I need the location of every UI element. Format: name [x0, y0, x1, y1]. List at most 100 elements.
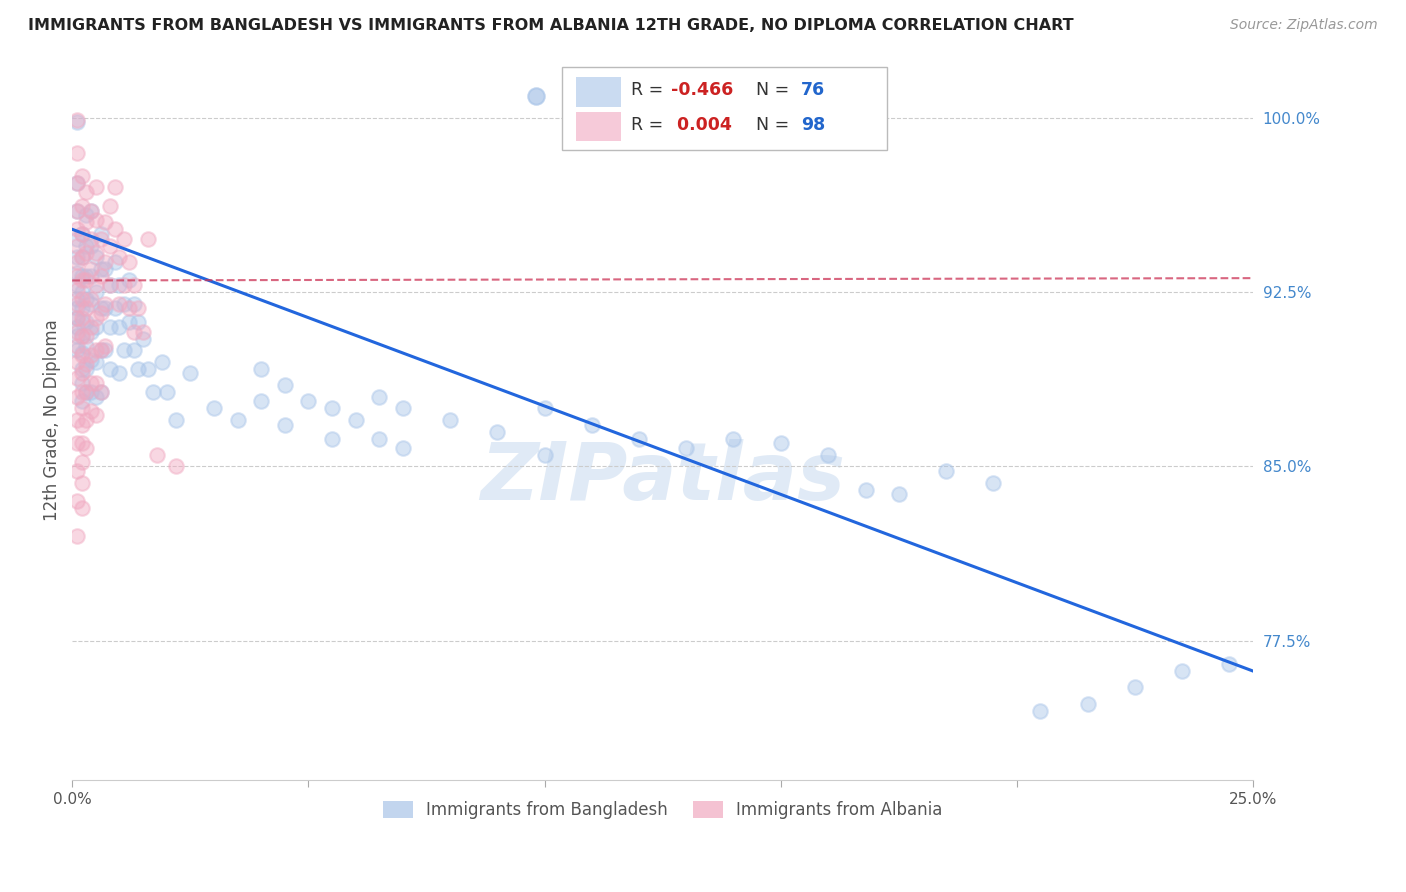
Point [66, 296, 89, 310]
Point [66, 203, 89, 218]
Point [122, 296, 145, 310]
Point [66, 292, 89, 306]
Point [321, 401, 343, 416]
Point [132, 332, 155, 346]
Point [75, 329, 97, 343]
Point [80, 385, 103, 400]
Point [75, 301, 97, 316]
Point [127, 315, 149, 329]
Point [98, 278, 121, 293]
Point [80, 352, 103, 367]
Point [817, 448, 839, 462]
Point [226, 413, 249, 427]
Text: R =: R = [631, 116, 668, 134]
Point [70, 401, 93, 416]
Point [769, 436, 792, 450]
Point [80, 268, 103, 283]
Point [66, 238, 89, 252]
Point [66, 338, 89, 352]
Point [136, 361, 159, 376]
Point [84, 390, 107, 404]
Point [344, 413, 367, 427]
Point [66, 464, 89, 478]
Point [66, 413, 89, 427]
Point [94, 261, 117, 276]
Point [627, 432, 650, 446]
Point [80, 203, 103, 218]
Point [533, 448, 555, 462]
Point [75, 292, 97, 306]
Point [108, 250, 131, 264]
Point [70, 250, 93, 264]
Point [90, 306, 112, 320]
Point [70, 385, 93, 400]
Point [90, 232, 112, 246]
Point [75, 441, 97, 455]
Point [66, 355, 89, 369]
Point [66, 310, 89, 325]
Point [66, 255, 89, 269]
Point [66, 283, 89, 297]
Point [70, 227, 93, 241]
Point [118, 301, 141, 316]
Point [70, 285, 93, 299]
Point [70, 376, 93, 390]
Point [66, 320, 89, 334]
Point [98, 238, 121, 252]
Text: 98: 98 [801, 116, 825, 134]
Point [70, 436, 93, 450]
Point [1171, 664, 1194, 678]
Point [118, 255, 141, 269]
Point [1218, 657, 1240, 671]
Point [179, 367, 201, 381]
Point [90, 343, 112, 358]
Point [392, 441, 415, 455]
Point [439, 413, 461, 427]
Point [94, 296, 117, 310]
Point [66, 301, 89, 316]
Point [75, 361, 97, 376]
Point [165, 459, 187, 474]
Point [1077, 697, 1099, 711]
Point [66, 494, 89, 508]
Point [104, 222, 127, 236]
Point [84, 250, 107, 264]
Point [66, 390, 89, 404]
Point [66, 325, 89, 339]
Point [855, 483, 877, 497]
Point [66, 115, 89, 129]
Text: N =: N = [745, 81, 794, 99]
Point [90, 385, 112, 400]
Point [66, 371, 89, 385]
Point [392, 401, 415, 416]
Point [66, 267, 89, 281]
Y-axis label: 12th Grade, No Diploma: 12th Grade, No Diploma [44, 319, 60, 521]
Point [104, 255, 127, 269]
Point [80, 325, 103, 339]
Point [70, 394, 93, 409]
Point [98, 361, 121, 376]
Point [70, 455, 93, 469]
Point [70, 367, 93, 381]
FancyBboxPatch shape [576, 112, 621, 142]
Point [112, 232, 135, 246]
Point [70, 199, 93, 213]
Point [84, 213, 107, 227]
Text: 76: 76 [801, 81, 825, 99]
Point [146, 448, 169, 462]
Point [112, 296, 135, 310]
Point [75, 238, 97, 252]
Point [80, 376, 103, 390]
Point [90, 261, 112, 276]
Point [70, 475, 93, 490]
Point [136, 232, 159, 246]
Point [150, 355, 173, 369]
Point [75, 338, 97, 352]
Legend: Immigrants from Bangladesh, Immigrants from Albania: Immigrants from Bangladesh, Immigrants f… [375, 795, 949, 826]
Point [70, 348, 93, 362]
Point [70, 227, 93, 241]
Point [80, 203, 103, 218]
Point [80, 261, 103, 276]
Point [66, 222, 89, 236]
Point [84, 245, 107, 260]
